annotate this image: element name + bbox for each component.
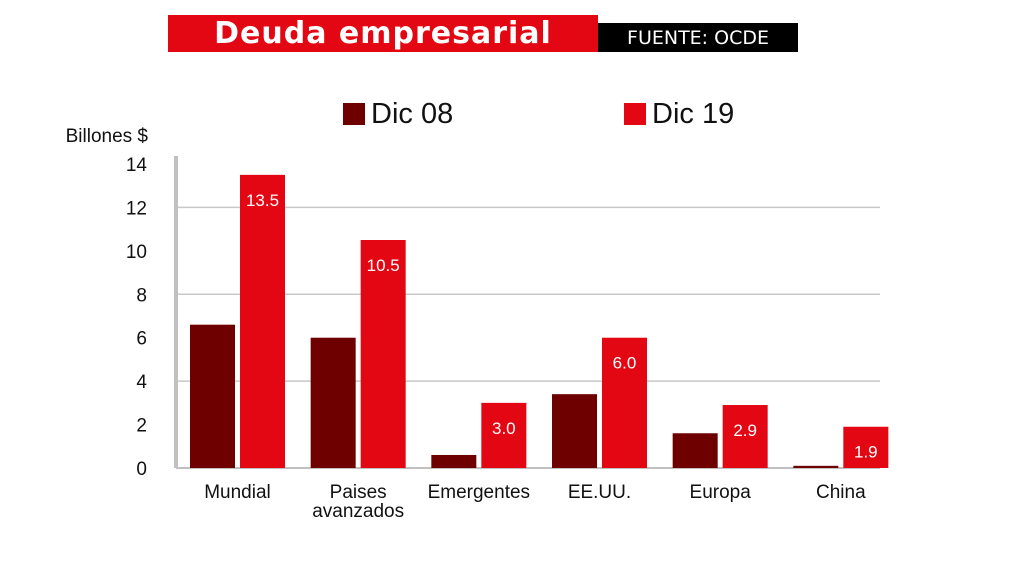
y-tick-label: 4 <box>136 372 147 393</box>
bar-dic08 <box>310 337 356 468</box>
y-tick-label: 0 <box>136 459 147 480</box>
x-tick-label: China <box>816 482 866 503</box>
bar-dic19 <box>481 402 527 468</box>
bar-dic19 <box>843 426 889 468</box>
source-label: FUENTE: OCDE <box>598 23 798 52</box>
x-tick-label: EE.UU. <box>568 482 631 503</box>
data-label: 3.0 <box>492 419 516 438</box>
data-label: 6.0 <box>613 354 637 373</box>
bar-dic19 <box>722 405 768 468</box>
legend-swatch-dic08 <box>343 103 365 125</box>
y-tick-label: 2 <box>136 416 147 437</box>
legend-item-dic08: Dic 08 <box>343 96 453 132</box>
bar-dic08 <box>793 465 839 468</box>
y-tick-label: 10 <box>126 242 147 263</box>
legend-item-dic19: Dic 19 <box>624 96 734 132</box>
legend-label-dic08: Dic 08 <box>371 97 454 130</box>
bar-dic08 <box>672 433 718 468</box>
legend-label-dic19: Dic 19 <box>652 97 735 130</box>
legend-swatch-dic19 <box>624 103 646 125</box>
data-label: 13.5 <box>246 191 279 210</box>
y-tick-label: 6 <box>136 329 147 350</box>
data-label: 1.9 <box>854 443 878 462</box>
y-tick-label: 12 <box>126 198 147 219</box>
bar-dic08 <box>190 324 235 468</box>
chart-title: Deuda empresarial total <box>168 15 598 88</box>
x-tick-label: Paises <box>330 482 387 503</box>
y-tick-label: 14 <box>126 155 148 176</box>
x-tick-label: Mundial <box>204 482 271 503</box>
x-tick-label: Europa <box>690 482 752 503</box>
data-label: 10.5 <box>367 256 400 275</box>
bar-dic08 <box>431 454 477 468</box>
x-tick-label: Emergentes <box>428 482 530 503</box>
y-tick-label: 8 <box>136 285 147 306</box>
bar-dic19 <box>602 337 647 468</box>
x-tick-label: avanzados <box>312 501 404 522</box>
data-label: 2.9 <box>733 421 757 440</box>
y-axis-title: Billones $ <box>66 126 149 147</box>
bar-dic19 <box>360 240 406 468</box>
bar-dic19 <box>240 174 285 468</box>
bar-dic08 <box>552 394 597 468</box>
